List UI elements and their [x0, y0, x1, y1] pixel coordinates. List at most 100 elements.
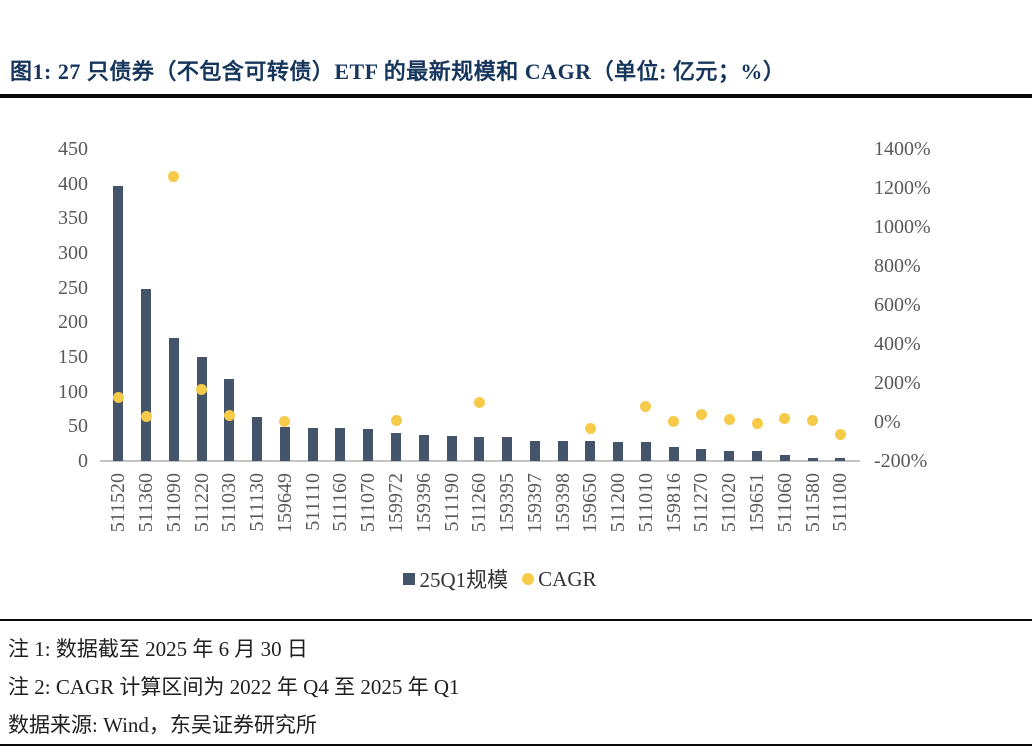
bar-511090 [168, 338, 179, 461]
bar-511110 [307, 428, 318, 461]
left-axis-tick-200: 200 [58, 311, 88, 334]
cagr-dot-511020 [723, 414, 735, 426]
x-label-159649: 159649 [273, 473, 296, 533]
bar-511360 [141, 289, 152, 461]
x-label-511060: 511060 [773, 473, 796, 533]
x-label-511070: 511070 [357, 473, 380, 533]
x-label-511160: 511160 [329, 473, 352, 532]
bar-159650 [585, 440, 596, 461]
left-axis-tick-150: 150 [58, 346, 88, 368]
note-2: 注 2: CAGR 计算区间为 2022 年 Q4 至 2025 年 Q1 [8, 675, 460, 699]
dot-series-swatch-icon [522, 573, 535, 585]
cagr-dot-511010 [640, 400, 652, 412]
x-label-511020: 511020 [718, 473, 741, 533]
bar-511130 [252, 416, 263, 461]
notes-divider-rule [0, 619, 1032, 621]
x-label-511360: 511360 [135, 473, 158, 533]
bar-159649 [279, 427, 290, 461]
bar-511060 [779, 454, 790, 461]
cagr-dot-511260 [473, 397, 485, 408]
left-axis-tick-0: 0 [78, 450, 88, 472]
bar-511160 [335, 428, 346, 461]
bar-series-swatch-icon [403, 573, 416, 585]
x-label-159398: 159398 [551, 473, 574, 533]
x-label-159396: 159396 [412, 473, 435, 533]
bar-511520 [113, 186, 124, 461]
cagr-dot-159972 [390, 414, 402, 426]
bar-511260 [474, 437, 485, 461]
bar-511200 [613, 441, 624, 461]
bar-159816 [668, 447, 679, 461]
bar-159398 [557, 440, 568, 461]
left-axis-tick-250: 250 [58, 276, 88, 299]
left-axis-tick-50: 50 [68, 415, 88, 438]
right-axis-tick-800: 800% [874, 255, 921, 277]
cagr-dot-159650 [584, 422, 596, 434]
x-label-159651: 159651 [746, 473, 768, 533]
title-rule [0, 94, 1032, 98]
legend-dot-label: CAGR [538, 566, 597, 591]
cagr-dot-511030 [223, 409, 235, 421]
chart-legend: 25Q1规模 CAGR [0, 564, 1000, 594]
bar-511190 [446, 436, 457, 461]
bar-511010 [640, 442, 651, 461]
right-axis-tick--200: -200% [874, 450, 928, 472]
x-label-511100: 511100 [829, 473, 852, 532]
cagr-dot-511580 [807, 415, 819, 427]
x-label-159816: 159816 [662, 473, 685, 533]
x-label-511030: 511030 [218, 473, 241, 533]
right-axis-tick-400: 400% [874, 333, 921, 355]
x-label-159972: 159972 [385, 473, 407, 533]
left-axis-tick-300: 300 [58, 242, 88, 264]
right-axis-tick-0: 0% [874, 411, 901, 433]
data-source-note: 数据来源: Wind，东吴证券研究所 [8, 713, 317, 737]
legend-bar-label: 25Q1规模 [419, 568, 509, 592]
cagr-dot-511090 [168, 170, 180, 182]
bar-511020 [724, 451, 735, 461]
right-axis-tick-1000: 1000% [874, 216, 931, 238]
right-axis-tick-600: 600% [874, 294, 921, 316]
bar-511070 [363, 429, 374, 461]
x-label-159397: 159397 [523, 473, 546, 533]
cagr-dot-511100 [834, 428, 846, 440]
cagr-dot-511270 [695, 408, 707, 420]
x-label-511190: 511190 [440, 473, 463, 532]
cagr-dot-511060 [779, 412, 791, 424]
x-label-159395: 159395 [496, 473, 519, 533]
x-label-511520: 511520 [107, 473, 130, 533]
bar-159972 [391, 432, 401, 461]
cagr-dot-159651 [751, 417, 763, 429]
left-axis-tick-100: 100 [58, 380, 88, 403]
x-label-511200: 511200 [607, 473, 630, 533]
note-1: 注 1: 数据截至 2025 年 6 月 30 日 [8, 637, 308, 661]
bar-511220 [196, 357, 207, 461]
x-label-511580: 511580 [801, 473, 824, 533]
x-label-511110: 511110 [301, 473, 324, 531]
left-axis-tick-400: 400 [58, 172, 88, 195]
cagr-dot-159816 [668, 415, 680, 427]
bar-159651 [752, 450, 762, 461]
x-label-511270: 511270 [690, 473, 713, 533]
bar-511580 [807, 457, 818, 461]
legend-item-cagr: CAGR [522, 566, 597, 592]
x-label-511260: 511260 [468, 473, 491, 533]
cagr-dot-511360 [140, 410, 152, 422]
right-axis-tick-200: 200% [874, 372, 921, 394]
bar-511100 [835, 458, 846, 461]
left-axis-tick-450: 450 [58, 138, 88, 160]
bar-159395 [502, 437, 513, 461]
figure-title: 图1: 27 只债券（不包含可转债）ETF 的最新规模和 CAGR（单位: 亿元… [10, 59, 786, 84]
bottom-rule [0, 744, 1032, 746]
right-axis-tick-1400: 1400% [874, 138, 931, 160]
bar-159396 [418, 434, 429, 461]
x-label-511010: 511010 [634, 473, 657, 533]
cagr-dot-159649 [279, 415, 291, 427]
bar-159397 [529, 440, 540, 461]
x-label-511130: 511130 [246, 473, 269, 532]
etf-scale-cagr-chart: 0 50 100 150 200 250 300 350 400 450 -200% 0% 200% 40… [58, 138, 931, 533]
x-label-511090: 511090 [162, 473, 185, 533]
right-axis-tick-1200: 1200% [874, 177, 931, 199]
left-axis-tick-350: 350 [58, 207, 88, 230]
x-label-159650: 159650 [579, 473, 602, 533]
